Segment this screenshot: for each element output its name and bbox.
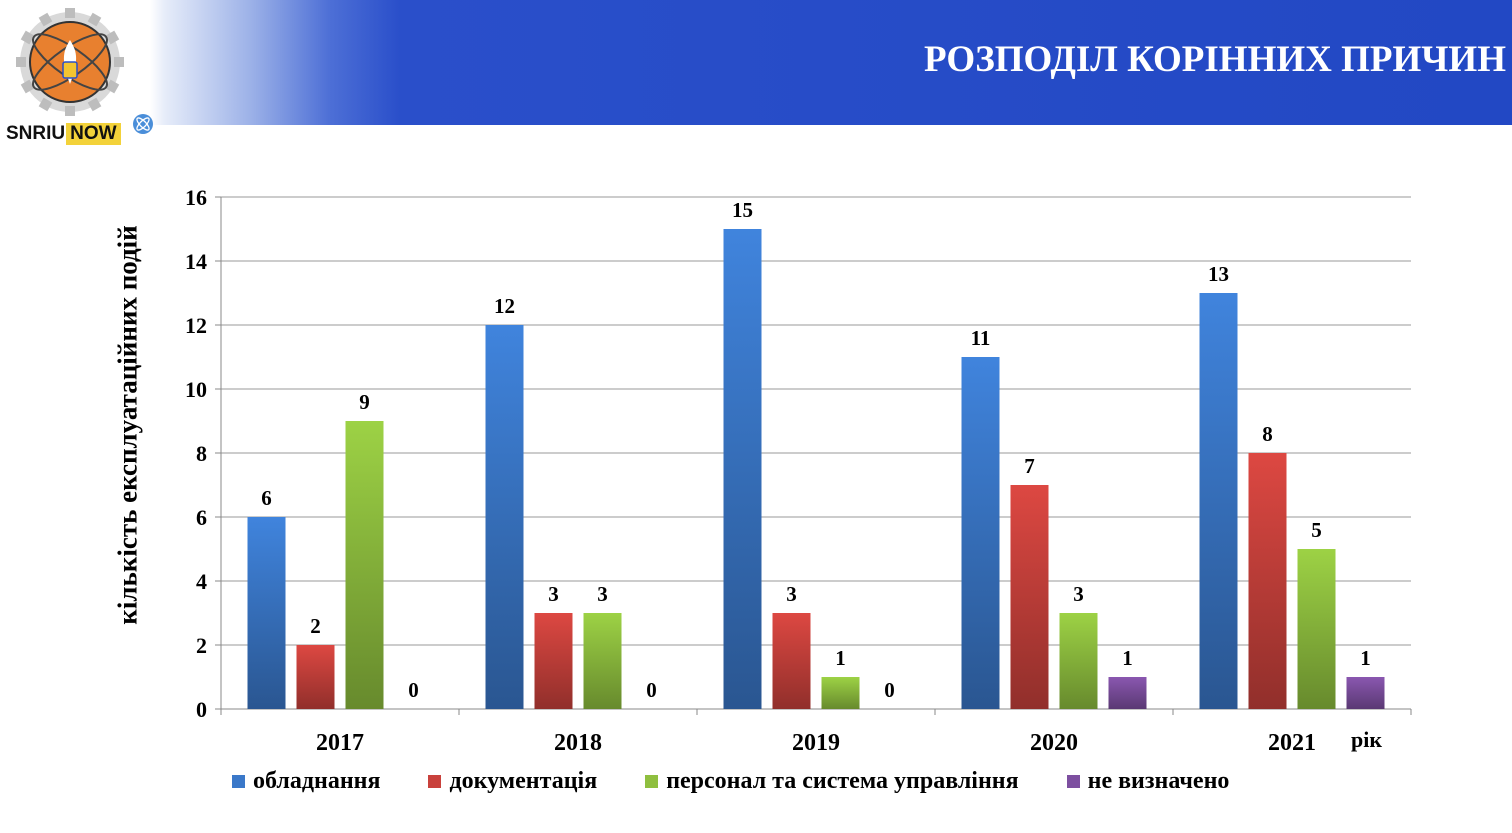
data-label: 1 [1122,646,1133,670]
data-label: 11 [971,326,991,350]
bar [1297,549,1336,709]
bar [772,613,811,709]
data-label: 1 [835,646,846,670]
y-tick-label: 12 [185,313,207,338]
data-label: 3 [597,582,608,606]
x-tick-label: 2020 [1030,730,1078,756]
y-axis-label: кількість експлуатаційних подій [112,225,143,625]
legend-label-undetermined: не визначено [1087,768,1230,794]
header-band [0,0,1512,125]
legend-swatch-undetermined [1066,775,1080,788]
data-label: 1 [1360,646,1371,670]
data-label: 15 [732,198,753,222]
y-tick-label: 2 [196,633,207,658]
snriu-logo-icon [16,8,153,134]
logo-wordmark: SNRIU NOW [6,122,121,146]
y-tick-label: 8 [196,441,207,466]
x-tick-label: 2017 [316,730,364,756]
bar [485,325,524,709]
bar [1108,677,1147,709]
x-axis-label: рік [1351,727,1383,752]
bar [583,613,622,709]
legend-swatch-personnel [645,775,659,788]
data-label: 2 [310,614,321,638]
bar [1346,677,1385,709]
legend-item-documentation: документація [428,768,597,795]
data-label: 3 [786,582,797,606]
bar [1248,453,1287,709]
chart-legend: обладнання документація персонал та сист… [232,768,1229,795]
legend-label-documentation: документація [449,768,598,794]
data-label: 12 [494,294,515,318]
data-label: 3 [1073,582,1084,606]
bar [345,421,384,709]
legend-item-personnel: персонал та система управління [645,768,1019,795]
legend-label-personnel: персонал та система управління [666,768,1019,794]
bar [534,613,573,709]
bar [821,677,860,709]
bar [723,229,762,709]
data-label: 0 [408,678,419,702]
x-tick-label: 2018 [554,730,602,756]
legend-swatch-equipment [232,775,245,788]
y-tick-label: 4 [196,569,207,594]
data-label: 13 [1208,262,1229,286]
logo-text-snriu: SNRIU [6,123,66,144]
data-label: 9 [359,390,370,414]
data-label: 5 [1311,518,1322,542]
data-label: 0 [646,678,657,702]
x-tick-label: 2021 [1268,730,1316,756]
data-label: 0 [884,678,895,702]
y-tick-label: 0 [196,697,207,722]
logo-text-now: NOW [66,123,121,145]
bar [247,517,286,709]
legend-item-equipment: обладнання [232,768,380,795]
bar [1059,613,1098,709]
bar [1010,485,1049,709]
legend-label-equipment: обладнання [253,768,381,794]
data-label: 8 [1262,422,1273,446]
y-tick-label: 10 [185,377,207,402]
bar [296,645,335,709]
y-tick-label: 14 [185,249,207,274]
legend-item-undetermined: не визначено [1066,768,1230,795]
y-tick-label: 16 [185,185,207,210]
data-label: 3 [548,582,559,606]
data-label: 7 [1024,454,1035,478]
y-tick-label: 6 [196,505,207,530]
legend-swatch-documentation [428,775,442,788]
bar [961,357,1000,709]
data-label: 6 [261,486,272,510]
page-title: РОЗПОДІЛ КОРІННИХ ПРИЧИН [924,39,1506,80]
bar [1199,293,1238,709]
x-tick-label: 2019 [792,730,840,756]
